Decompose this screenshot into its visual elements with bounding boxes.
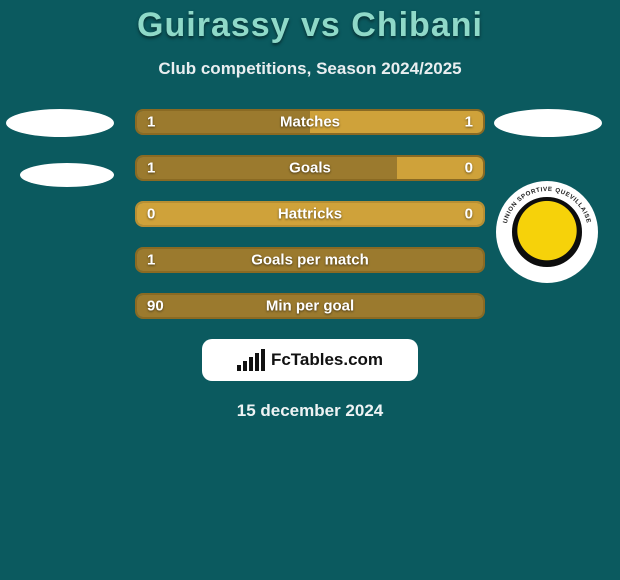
watermark-text: FcTables.com [271,350,383,370]
stat-value-right: 0 [465,206,473,223]
content-area: UNION SPORTIVE QUEVILLAISE Matches11Goal… [0,109,620,421]
subtitle: Club competitions, Season 2024/2025 [0,59,620,79]
date-text: 15 december 2024 [0,401,620,421]
bars-icon-bar [249,357,253,371]
stat-value-left: 1 [147,252,155,269]
stat-bars: Matches 1 1 Goals 1 0 Hattricks 0 0 Goals per mat… [135,109,485,319]
watermark: FcTables.com [202,339,418,381]
stat-value-right: 1 [465,114,473,131]
stat-value-left: 0 [147,206,155,223]
stat-label: Goals per match [251,252,369,269]
silhouette-oval [6,109,114,137]
left-player-silhouette [6,109,126,187]
silhouette-oval [494,109,602,137]
stat-label: Hattricks [278,206,342,223]
bars-icon [237,349,265,371]
stat-label: Min per goal [266,298,354,315]
stat-row: Hattricks 0 0 [135,201,485,227]
page-title: Guirassy vs Chibani [0,0,620,45]
club-badge-inner [512,197,582,267]
bars-icon-bar [261,349,265,371]
stat-seg-left [137,157,397,179]
right-player-panel: UNION SPORTIVE QUEVILLAISE [494,109,614,283]
stat-row: Matches 1 1 [135,109,485,135]
bars-icon-bar [255,353,259,371]
stat-row: Goals per match 1 [135,247,485,273]
stat-row: Min per goal 90 [135,293,485,319]
stat-row: Goals 1 0 [135,155,485,181]
club-badge: UNION SPORTIVE QUEVILLAISE [496,181,598,283]
stat-value-left: 1 [147,114,155,131]
stat-value-left: 90 [147,298,164,315]
stat-value-left: 1 [147,160,155,177]
bars-icon-bar [237,365,241,371]
stat-value-right: 0 [465,160,473,177]
silhouette-oval [20,163,114,187]
stat-label: Matches [280,114,340,131]
bars-icon-bar [243,361,247,371]
stat-label: Goals [289,160,331,177]
